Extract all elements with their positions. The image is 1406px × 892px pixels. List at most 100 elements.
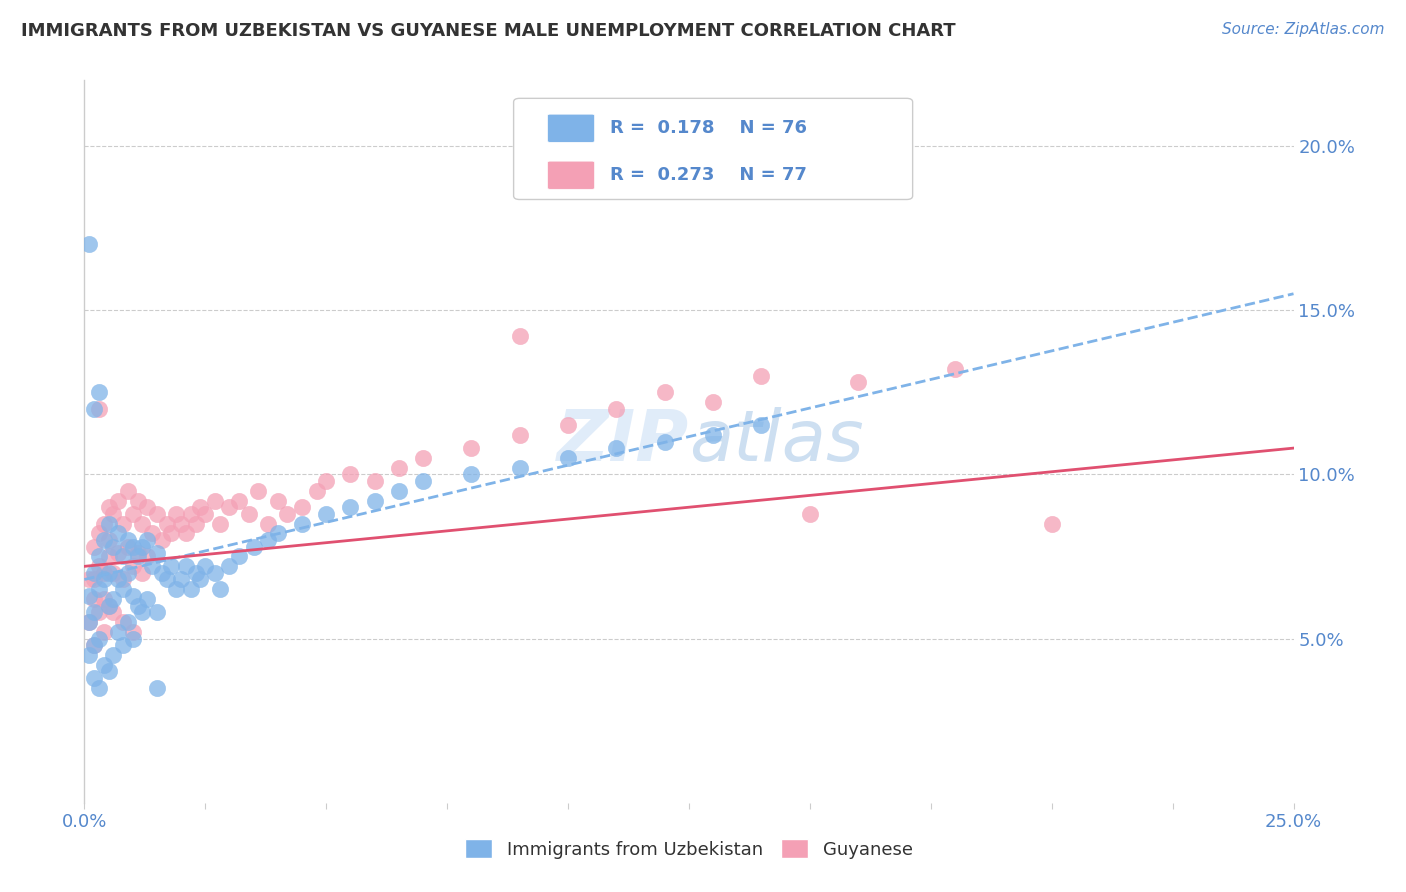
Point	[77, 615, 100, 630]
Point	[103, 566, 125, 580]
Point	[103, 605, 125, 619]
Point	[83, 401, 105, 416]
Point	[112, 573, 135, 587]
Point	[204, 566, 226, 580]
Point	[339, 500, 361, 515]
Point	[112, 638, 135, 652]
Point	[121, 507, 143, 521]
Point	[103, 540, 125, 554]
Text: atlas: atlas	[689, 407, 863, 476]
Point	[131, 566, 153, 580]
Point	[146, 546, 169, 560]
Point	[194, 559, 217, 574]
Point	[93, 657, 115, 672]
Point	[127, 493, 149, 508]
Point	[208, 516, 231, 531]
Point	[165, 507, 187, 521]
Text: ZIP: ZIP	[557, 407, 689, 476]
Point	[460, 441, 482, 455]
Legend: Immigrants from Uzbekistan, Guyanese: Immigrants from Uzbekistan, Guyanese	[458, 832, 920, 866]
Point	[267, 526, 290, 541]
Point	[509, 428, 531, 442]
Point	[160, 526, 183, 541]
Point	[388, 483, 411, 498]
Point	[93, 573, 115, 587]
Point	[127, 599, 149, 613]
Point	[107, 526, 129, 541]
Point	[509, 460, 531, 475]
Point	[131, 605, 153, 619]
Point	[117, 566, 139, 580]
Point	[146, 605, 169, 619]
Point	[751, 368, 773, 383]
Point	[97, 665, 120, 679]
Point	[605, 441, 627, 455]
Point	[228, 549, 250, 564]
Point	[87, 582, 110, 597]
Point	[117, 540, 139, 554]
Point	[87, 401, 110, 416]
Point	[112, 516, 135, 531]
Point	[97, 566, 120, 580]
Point	[141, 526, 163, 541]
Point	[97, 516, 120, 531]
Point	[83, 671, 105, 685]
Point	[305, 483, 328, 498]
Point	[412, 474, 434, 488]
Point	[127, 549, 149, 564]
Point	[165, 582, 187, 597]
Point	[93, 516, 115, 531]
Point	[141, 559, 163, 574]
Point	[291, 516, 314, 531]
Point	[194, 507, 217, 521]
Point	[117, 533, 139, 547]
Point	[136, 533, 159, 547]
Point	[121, 632, 143, 646]
Point	[103, 592, 125, 607]
Point	[107, 493, 129, 508]
Text: R =  0.273    N = 77: R = 0.273 N = 77	[610, 166, 807, 185]
Point	[267, 493, 290, 508]
Point	[180, 582, 202, 597]
Point	[155, 573, 177, 587]
Point	[136, 592, 159, 607]
Point	[87, 385, 110, 400]
Point	[557, 450, 579, 465]
Point	[127, 546, 149, 560]
Point	[107, 546, 129, 560]
Point	[87, 549, 110, 564]
Point	[218, 559, 240, 574]
Point	[509, 329, 531, 343]
FancyBboxPatch shape	[547, 161, 595, 189]
Point	[1040, 516, 1063, 531]
Point	[93, 533, 115, 547]
Point	[943, 362, 966, 376]
Point	[121, 559, 143, 574]
Point	[93, 592, 115, 607]
Point	[170, 516, 193, 531]
Point	[339, 467, 361, 482]
Point	[174, 526, 197, 541]
Point	[112, 549, 135, 564]
Point	[107, 573, 129, 587]
Point	[557, 418, 579, 433]
Point	[117, 615, 139, 630]
Point	[150, 566, 173, 580]
Point	[136, 500, 159, 515]
Point	[276, 507, 298, 521]
Point	[87, 605, 110, 619]
Point	[190, 500, 212, 515]
Point	[112, 582, 135, 597]
Point	[103, 648, 125, 662]
Point	[155, 516, 177, 531]
Point	[605, 401, 627, 416]
FancyBboxPatch shape	[513, 98, 912, 200]
Point	[121, 589, 143, 603]
Point	[97, 549, 120, 564]
Point	[87, 526, 110, 541]
Point	[204, 493, 226, 508]
FancyBboxPatch shape	[547, 114, 595, 143]
Point	[131, 540, 153, 554]
Point	[228, 493, 250, 508]
Point	[136, 549, 159, 564]
